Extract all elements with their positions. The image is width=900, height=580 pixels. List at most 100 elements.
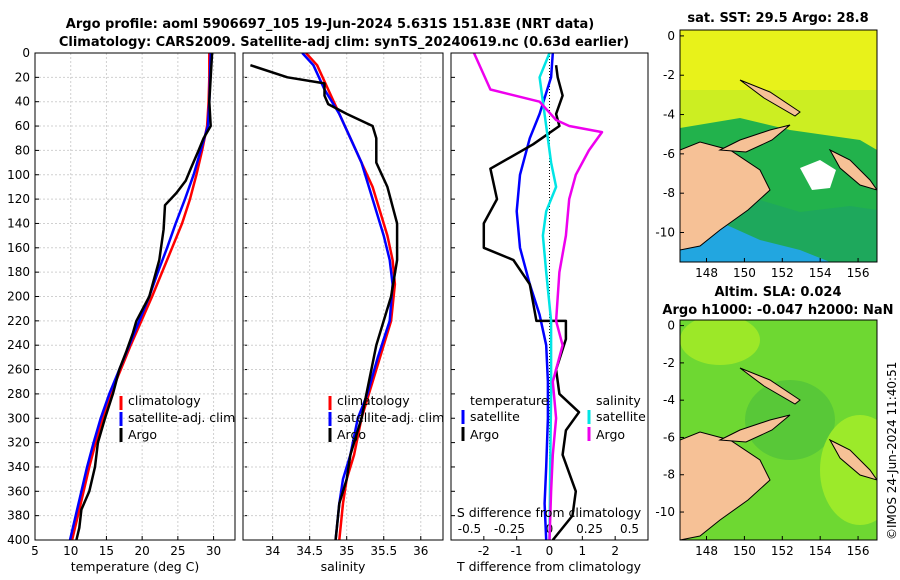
legend-label-t-satellite: satellite	[470, 409, 520, 424]
sst-map-ticks: 148 150 152 154 156 0 -2 -4 -6 -8 -10	[655, 29, 869, 280]
depth-tick-label: 40	[15, 95, 30, 109]
depth-tick-label: 400	[7, 533, 30, 547]
title-line-2: Climatology: CARS2009. Satellite-adj cli…	[59, 35, 629, 50]
sst-land-new-ireland	[739, 79, 801, 117]
latitude-tick-label: -4	[663, 393, 675, 407]
sst-land-solomons	[828, 148, 877, 191]
depth-tick-label: 140	[7, 216, 30, 230]
longitude-tick-label: 148	[695, 544, 718, 558]
longitude-tick-label: 156	[847, 266, 870, 280]
depth-tick-label: 260	[7, 363, 30, 377]
sla-north-anomaly	[680, 320, 760, 365]
salinity-legend: climatology satellite-adj. clim Argo	[328, 393, 444, 442]
longitude-tick-label: 154	[809, 266, 832, 280]
depth-tick-label: 160	[7, 241, 30, 255]
latitude-tick-label: -8	[663, 468, 675, 482]
x-tick-label: 15	[99, 544, 114, 558]
depth-tick-label: 220	[7, 314, 30, 328]
depth-tick-label: 100	[7, 168, 30, 182]
sla-land-new-ireland	[739, 367, 801, 405]
depth-tick-label: 60	[15, 119, 30, 133]
x-tick-label: 34	[265, 544, 280, 558]
sst-missing-data	[800, 160, 836, 190]
longitude-tick-label: 150	[733, 266, 756, 280]
title-line-1: Argo profile: aoml 5906697_105 19-Jun-20…	[66, 17, 594, 32]
legend-label-s-satellite: satellite	[596, 409, 646, 424]
sst-field	[680, 30, 877, 262]
x-tick-label: 20	[135, 544, 150, 558]
temperature-axes-box	[34, 52, 236, 541]
difference-legend: temperature salinity satellite Argo sate…	[461, 393, 646, 442]
x-tick-label: 2	[611, 544, 619, 558]
sst-land-new-britain	[718, 124, 791, 153]
longitude-tick-label: 154	[809, 544, 832, 558]
x-tick-label: 5	[31, 544, 39, 558]
sla-low-anomaly	[745, 380, 835, 460]
depth-tick-label: 180	[7, 265, 30, 279]
longitude-tick-label: 150	[733, 544, 756, 558]
salinity-axes-box	[242, 52, 444, 541]
series-argo	[250, 64, 399, 540]
salinity-tick-labels: 34 34.5 35 35.5 36	[265, 536, 428, 558]
difference-xlabel: T difference from climatology	[456, 559, 642, 574]
legend-label-climatology: climatology	[337, 393, 410, 408]
sst-map-title: sat. SST: 29.5 Argo: 28.8	[687, 11, 868, 26]
temperature-lines	[68, 53, 214, 540]
sla-map-ticks: 148 150 152 154 156 0 -2 -4 -6 -8 -10	[655, 319, 869, 558]
legend-label-s-argo: Argo	[596, 427, 625, 442]
legend-label-argo: Argo	[337, 427, 366, 442]
latitude-tick-label: -10	[655, 226, 675, 240]
legend-label-satellite: satellite-adj. clim	[337, 410, 444, 425]
difference-axes-box	[450, 52, 649, 541]
latitude-tick-label: 0	[667, 29, 675, 43]
salinity-panel: 34 34.5 35 35.5 36 salinity climatology sate…	[242, 52, 444, 574]
x-tick-label: 10	[63, 544, 78, 558]
depth-tick-label: 280	[7, 387, 30, 401]
latitude-tick-label: -4	[663, 108, 675, 122]
latitude-tick-label: -10	[655, 505, 675, 519]
salinity-xlabel: salinity	[321, 559, 366, 574]
depth-tick-label: 120	[7, 192, 30, 206]
x-tick-label: -2	[478, 544, 490, 558]
depth-tick-label: 0	[22, 46, 30, 60]
x-tick-label: 36	[413, 544, 428, 558]
sla-map-box	[679, 319, 878, 541]
longitude-tick-label: 156	[847, 544, 870, 558]
x-tick-label: 25	[170, 544, 185, 558]
sla-land-new-britain	[718, 414, 791, 443]
series-argo	[75, 53, 214, 540]
longitude-tick-label: 152	[771, 544, 794, 558]
s-difference-tick-label: -0.5	[458, 522, 481, 536]
longitude-tick-label: 152	[771, 266, 794, 280]
sla-land-solomons	[828, 438, 877, 481]
sla-map-title-2: Argo h1000: -0.047 h2000: NaN	[662, 303, 893, 318]
x-tick-label: 34.5	[296, 544, 323, 558]
sla-map-title-1: Altim. SLA: 0.024	[715, 285, 842, 300]
temperature-legend: climatology satellite-adj. clim Argo	[119, 393, 235, 442]
s-difference-tick-label: -0.25	[494, 522, 525, 536]
sla-field	[680, 320, 877, 540]
depth-tick-label: 240	[7, 338, 30, 352]
legend-label-satellite: satellite-adj. clim	[128, 410, 235, 425]
depth-tick-label: 380	[7, 509, 30, 523]
x-tick-label: 35	[339, 544, 354, 558]
depth-tick-label: 20	[15, 70, 30, 84]
legend-title-salinity: salinity	[596, 393, 641, 408]
difference-lines	[472, 53, 604, 540]
temperature-xlabel: temperature (deg C)	[71, 559, 200, 574]
latitude-tick-label: -2	[663, 68, 675, 82]
salinity-grid	[243, 52, 443, 541]
x-tick-label: 35.5	[370, 544, 397, 558]
latitude-tick-label: 0	[667, 319, 675, 333]
depth-tick-label: 300	[7, 411, 30, 425]
temperature-panel: 0 20 40 60 80 100 120 140 160 180 200 220 240 260 280 3…	[7, 46, 455, 574]
x-tick-label: -1	[511, 544, 523, 558]
series-salinity-satellite	[538, 53, 558, 540]
depth-tick-label: 200	[7, 290, 30, 304]
depth-tick-label: 80	[15, 143, 30, 157]
legend-label-argo: Argo	[128, 427, 157, 442]
x-tick-label: 0	[546, 544, 554, 558]
legend-title-temperature: temperature	[470, 393, 549, 408]
temperature-grid	[34, 52, 235, 541]
